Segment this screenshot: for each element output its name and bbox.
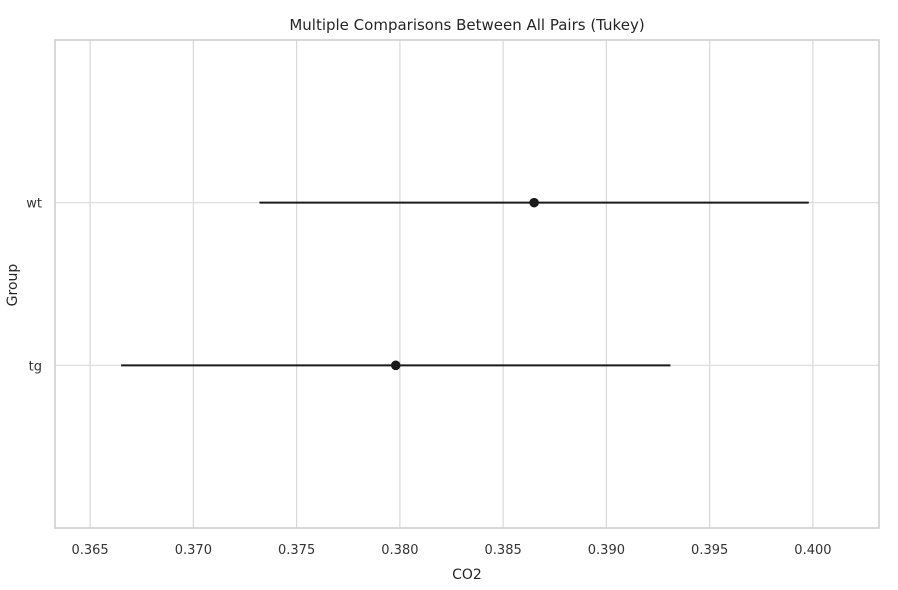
x-tick-label: 0.390 bbox=[588, 543, 625, 558]
y-tick-label: tg bbox=[29, 359, 42, 374]
x-tick-label: 0.380 bbox=[381, 543, 418, 558]
mean-point-tg bbox=[390, 360, 401, 371]
y-tick-label: wt bbox=[26, 197, 42, 212]
x-tick-label: 0.385 bbox=[485, 543, 522, 558]
x-tick-label: 0.400 bbox=[794, 543, 831, 558]
x-tick-label: 0.370 bbox=[175, 543, 212, 558]
x-tick-label: 0.395 bbox=[691, 543, 728, 558]
x-axis-label: CO2 bbox=[452, 567, 482, 583]
x-tick-labels: 0.365 0.370 0.375 0.380 0.385 0.390 0.395 0.400 bbox=[71, 543, 831, 558]
y-tick-labels: wt tg bbox=[26, 197, 42, 375]
chart-title: Multiple Comparisons Between All Pairs (… bbox=[289, 16, 644, 34]
x-tick-label: 0.365 bbox=[71, 543, 108, 558]
mean-point-wt bbox=[529, 197, 539, 208]
plot-frame bbox=[54, 39, 880, 529]
interval-series bbox=[121, 197, 809, 371]
y-axis-label: Group bbox=[5, 264, 21, 307]
x-tick-label: 0.375 bbox=[278, 543, 315, 558]
